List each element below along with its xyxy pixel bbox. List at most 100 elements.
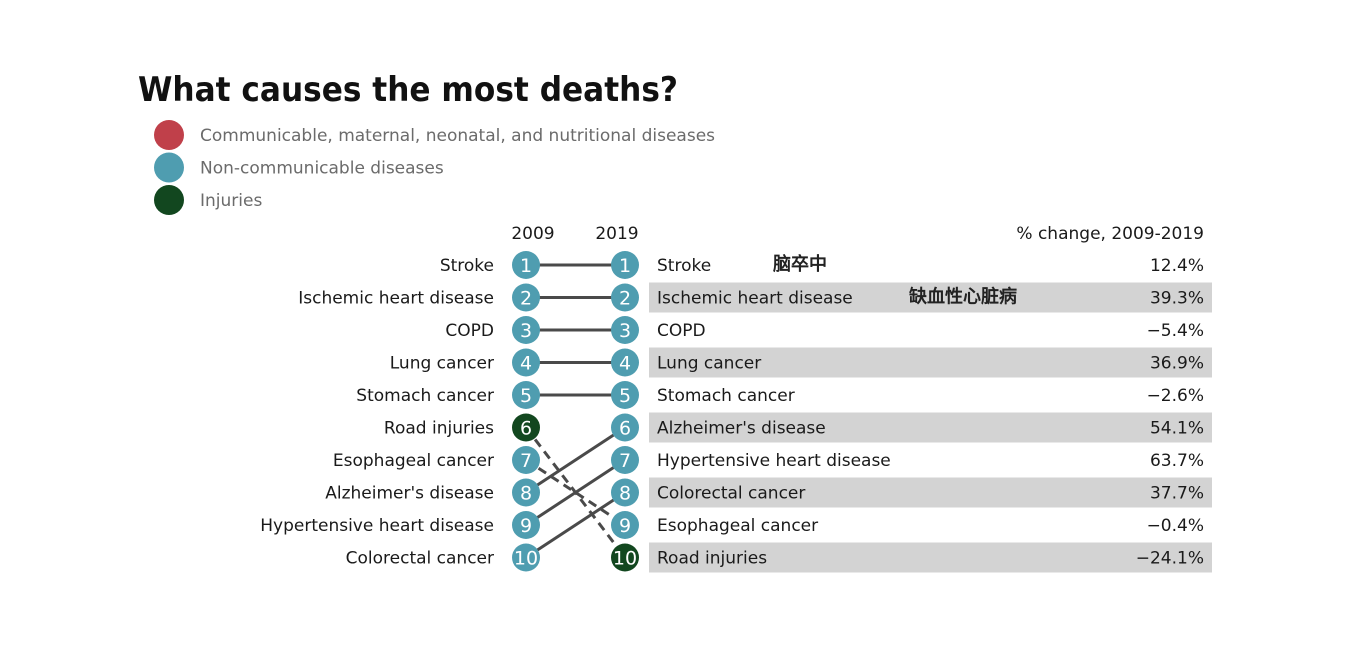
right-cause-label: Lung cancer — [657, 354, 761, 374]
change-values: 12.4% 39.3% −5.4% 36.9% −2.6% 54.1% 63.7% 37.7%… — [1136, 256, 1204, 569]
change-header: % change, 2009-2019 — [1016, 224, 1204, 244]
row-band — [649, 282, 1212, 313]
left-cause-label: Stroke — [440, 256, 494, 276]
left-rank-number: 9 — [520, 515, 532, 537]
right-rank-number: 8 — [619, 483, 631, 505]
legend: Communicable, maternal, neonatal, and nu… — [154, 120, 715, 215]
right-cause-label: COPD — [657, 321, 706, 341]
left-rank-badge — [512, 283, 540, 312]
rank-link-line — [525, 426, 626, 494]
change-value: 12.4% — [1150, 256, 1204, 276]
left-rank-badge — [512, 511, 540, 539]
left-cause-label: Esophageal cancer — [333, 451, 494, 471]
row-band — [649, 542, 1212, 573]
right-cause-label: Esophageal cancer — [657, 516, 818, 536]
change-value: 63.7% — [1150, 451, 1204, 471]
legend-label: Non-communicable diseases — [200, 159, 444, 179]
left-rank-number: 3 — [520, 320, 532, 342]
right-rank-badge — [611, 381, 639, 409]
right-rank-badge — [611, 413, 639, 442]
right-rank-number: 1 — [619, 255, 631, 277]
change-value: −0.4% — [1147, 516, 1204, 536]
left-rank-number: 5 — [520, 385, 532, 407]
right-cause-label: Alzheimer's disease — [657, 419, 826, 439]
right-rank-badge — [611, 348, 639, 377]
left-rank-badge — [512, 543, 540, 572]
right-rank-badge — [611, 446, 639, 474]
left-rank-number: 4 — [520, 353, 532, 375]
row-band — [649, 412, 1212, 443]
left-rank-badge — [512, 478, 540, 507]
left-badges: 1 2 3 4 5 6 7 8 9 10 — [512, 251, 540, 572]
left-cause-label: Hypertensive heart disease — [260, 516, 494, 536]
chinese-annotation: 脑卒中 — [773, 253, 827, 275]
right-rank-badge — [611, 283, 639, 312]
row-bands — [649, 282, 1212, 573]
change-value: −2.6% — [1147, 386, 1204, 406]
right-rank-badge — [611, 478, 639, 507]
right-rank-badge — [611, 316, 639, 344]
right-rank-number: 4 — [619, 353, 631, 375]
change-value: 37.7% — [1150, 484, 1204, 504]
year-2019-header: 2019 — [595, 224, 638, 244]
left-rank-badge — [512, 251, 540, 279]
right-badges: 1 2 3 4 5 6 7 8 9 10 — [611, 251, 639, 572]
left-rank-number: 7 — [520, 450, 532, 472]
change-value: −24.1% — [1136, 549, 1204, 569]
right-rank-badge — [611, 543, 639, 572]
row-band — [649, 347, 1212, 378]
right-rank-number: 9 — [619, 515, 631, 537]
left-rank-badge — [512, 381, 540, 409]
right-cause-label: Road injuries — [657, 549, 767, 569]
left-cause-label: Colorectal cancer — [346, 549, 494, 569]
left-rank-badge — [512, 446, 540, 474]
left-cause-label: Alzheimer's disease — [325, 484, 494, 504]
year-2009-header: 2009 — [511, 224, 554, 244]
right-cause-label: Ischemic heart disease — [657, 289, 853, 309]
left-cause-label: Ischemic heart disease — [298, 289, 494, 309]
left-rank-badge — [512, 348, 540, 377]
chinese-annotation: 缺血性心脏病 — [908, 286, 1017, 308]
row-band — [649, 477, 1212, 508]
right-rank-number: 2 — [619, 288, 631, 310]
legend-swatch — [154, 185, 184, 215]
left-cause-label: COPD — [445, 321, 494, 341]
right-cause-label: Colorectal cancer — [657, 484, 805, 504]
rank-link-line — [525, 491, 626, 559]
right-rank-number: 3 — [619, 320, 631, 342]
legend-swatch — [154, 120, 184, 150]
change-value: 39.3% — [1150, 289, 1204, 309]
left-cause-label: Stomach cancer — [356, 386, 494, 406]
left-rank-number: 6 — [520, 418, 532, 440]
right-rank-badge — [611, 511, 639, 539]
legend-label: Communicable, maternal, neonatal, and nu… — [200, 126, 715, 146]
rank-link-line — [525, 458, 626, 527]
right-cause-label: Stomach cancer — [657, 386, 795, 406]
legend-swatch — [154, 152, 184, 183]
right-cause-label: Hypertensive heart disease — [657, 451, 891, 471]
legend-label: Injuries — [200, 191, 262, 211]
left-rank-number: 8 — [520, 483, 532, 505]
right-rank-number: 6 — [619, 418, 631, 440]
right-rank-number: 7 — [619, 450, 631, 472]
change-value: −5.4% — [1147, 321, 1204, 341]
right-rank-badge — [611, 251, 639, 279]
change-value: 36.9% — [1150, 354, 1204, 374]
right-labels: Stroke 脑卒中 Ischemic heart disease 缺血性心脏病 COP… — [657, 253, 1017, 569]
right-rank-number: 10 — [613, 548, 637, 570]
left-cause-label: Lung cancer — [390, 354, 494, 374]
change-value: 54.1% — [1150, 419, 1204, 439]
left-cause-label: Road injuries — [384, 419, 494, 439]
rank-links — [524, 263, 627, 559]
chart-title: What causes the most deaths? — [138, 70, 678, 110]
left-rank-number: 10 — [514, 548, 538, 570]
rank-link-line — [525, 458, 626, 527]
left-labels: Stroke Ischemic heart disease COPD Lung can… — [260, 256, 494, 569]
left-rank-number: 2 — [520, 288, 532, 310]
left-rank-badge — [512, 413, 540, 442]
left-rank-number: 1 — [520, 255, 532, 277]
left-rank-badge — [512, 316, 540, 344]
right-rank-number: 5 — [619, 385, 631, 407]
right-cause-label: Stroke — [657, 256, 711, 276]
